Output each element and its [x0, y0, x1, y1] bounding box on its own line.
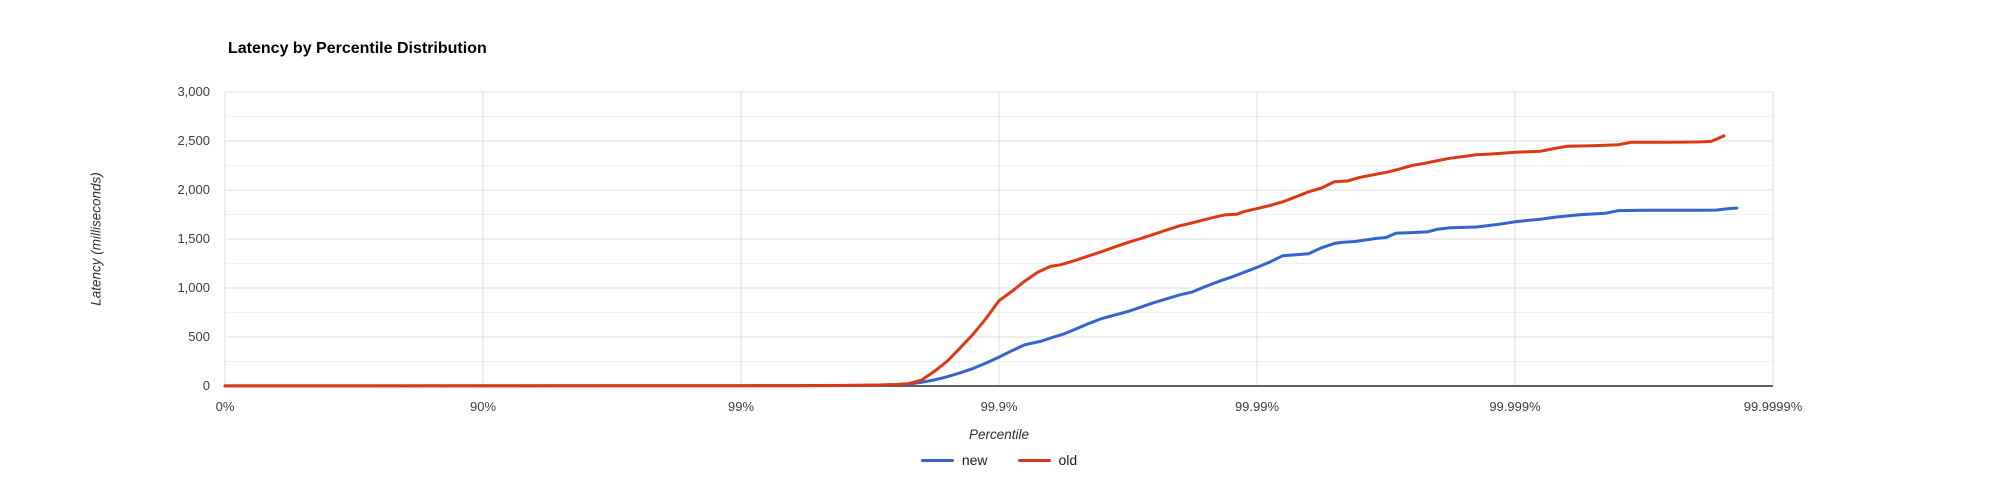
x-tick-label: 99.999% — [1489, 399, 1541, 414]
x-tick-label: 0% — [215, 399, 235, 414]
y-tick-label: 500 — [188, 329, 210, 344]
x-tick-label: 99% — [727, 399, 755, 414]
chart-title: Latency by Percentile Distribution — [228, 40, 487, 57]
legend-swatch-new — [920, 458, 954, 462]
legend-label: old — [1058, 452, 1078, 468]
y-tick-label: 1,000 — [177, 280, 210, 295]
y-tick-label: 3,000 — [177, 84, 210, 99]
y-tick-label: 2,000 — [177, 182, 210, 197]
vertical-gridlines — [224, 92, 1774, 386]
series-lines — [223, 134, 1739, 388]
y-tick-label: 2,500 — [177, 133, 210, 148]
x-tick-label: 99.9% — [980, 399, 1018, 414]
x-tick-label: 90% — [469, 399, 497, 414]
legend-label: new — [961, 452, 988, 468]
legend: new old — [225, 450, 1773, 470]
y-tick-label: 1,500 — [177, 231, 210, 246]
legend-item-old[interactable]: old — [1017, 451, 1078, 469]
legend-item-new[interactable]: new — [920, 451, 988, 469]
y-tick-label: 0 — [202, 378, 210, 393]
legend-swatch-old — [1017, 458, 1051, 462]
series-line-new[interactable] — [223, 206, 1739, 388]
series-line-old[interactable] — [223, 134, 1726, 388]
x-tick-label: 99.99% — [1234, 399, 1280, 414]
x-tick-label: 99.9999% — [1743, 399, 1803, 414]
x-axis-title: Percentile — [968, 427, 1030, 442]
